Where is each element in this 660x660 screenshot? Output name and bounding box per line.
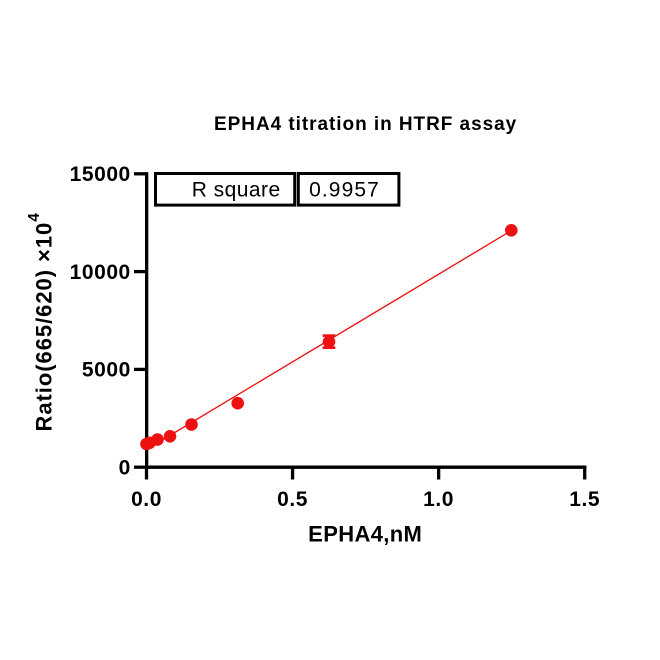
svg-text:EPHA4,nM: EPHA4,nM <box>308 522 422 547</box>
svg-text:10000: 10000 <box>70 261 131 284</box>
svg-text:EPHA4 titration in HTRF assay: EPHA4 titration in HTRF assay <box>214 114 517 135</box>
svg-text:0.9957: 0.9957 <box>309 179 380 202</box>
svg-text:R square: R square <box>192 179 281 202</box>
svg-text:5000: 5000 <box>82 359 131 382</box>
svg-text:1.5: 1.5 <box>569 488 600 511</box>
svg-text:0.0: 0.0 <box>131 488 162 511</box>
svg-text:Ratio(665/620) ×104: Ratio(665/620) ×104 <box>26 212 57 431</box>
svg-text:0: 0 <box>119 456 131 479</box>
svg-text:15000: 15000 <box>70 163 131 186</box>
svg-text:0.5: 0.5 <box>277 488 308 511</box>
svg-text:1.0: 1.0 <box>423 488 454 511</box>
